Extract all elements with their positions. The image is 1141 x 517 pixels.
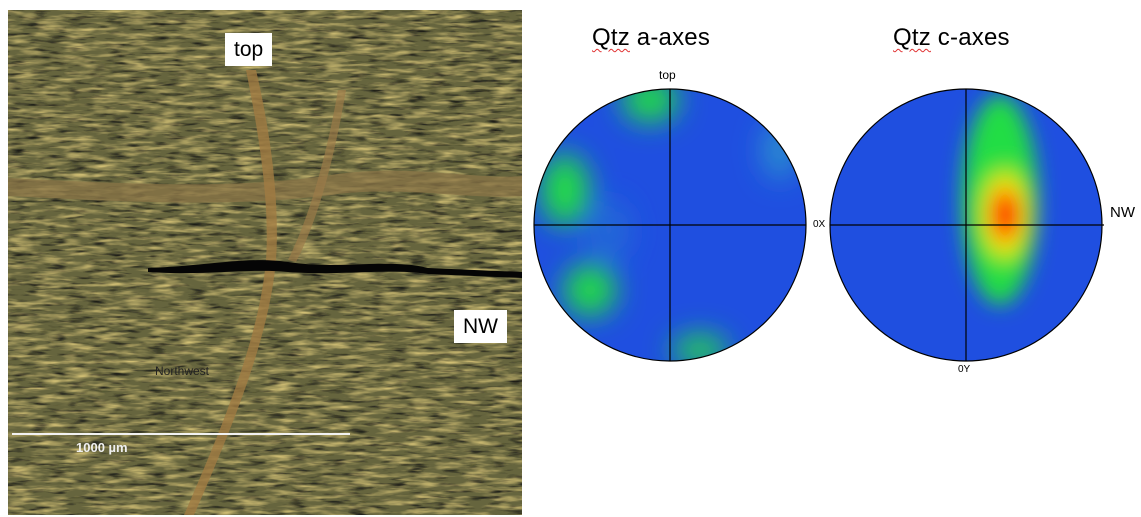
c-axes-nw-label: NW — [1110, 204, 1135, 221]
c-axes-title-suffix: c-axes — [930, 24, 1010, 51]
a-axes-title-suffix: a-axes — [629, 24, 711, 51]
scale-bar-label: 1000 µm — [76, 440, 128, 455]
nw-direction-label: NW — [454, 310, 507, 343]
a-axes-pole-figure — [533, 88, 807, 362]
micrograph-image — [8, 10, 522, 515]
northwest-overlay-text: Northwest — [155, 364, 210, 378]
a-axes-title: Qtz a-axes — [592, 24, 710, 52]
a-axes-0x-label: 0X — [813, 219, 826, 230]
c-axes-0y-label: 0Y — [958, 364, 971, 375]
diagonal-vein-2 — [288, 90, 346, 262]
c-axes-title-prefix: Qtz — [893, 24, 931, 51]
diagonal-vein — [184, 70, 277, 515]
dark-crack — [148, 260, 522, 278]
c-axes-pole-figure — [829, 88, 1104, 362]
c-axes-title: Qtz c-axes — [893, 24, 1010, 52]
thin-section-micrograph: top NW Northwest 1000 µm — [8, 10, 522, 515]
a-axes-top-label: top — [659, 68, 676, 82]
a-axes-title-prefix: Qtz — [592, 24, 630, 51]
top-direction-label: top — [225, 33, 273, 66]
